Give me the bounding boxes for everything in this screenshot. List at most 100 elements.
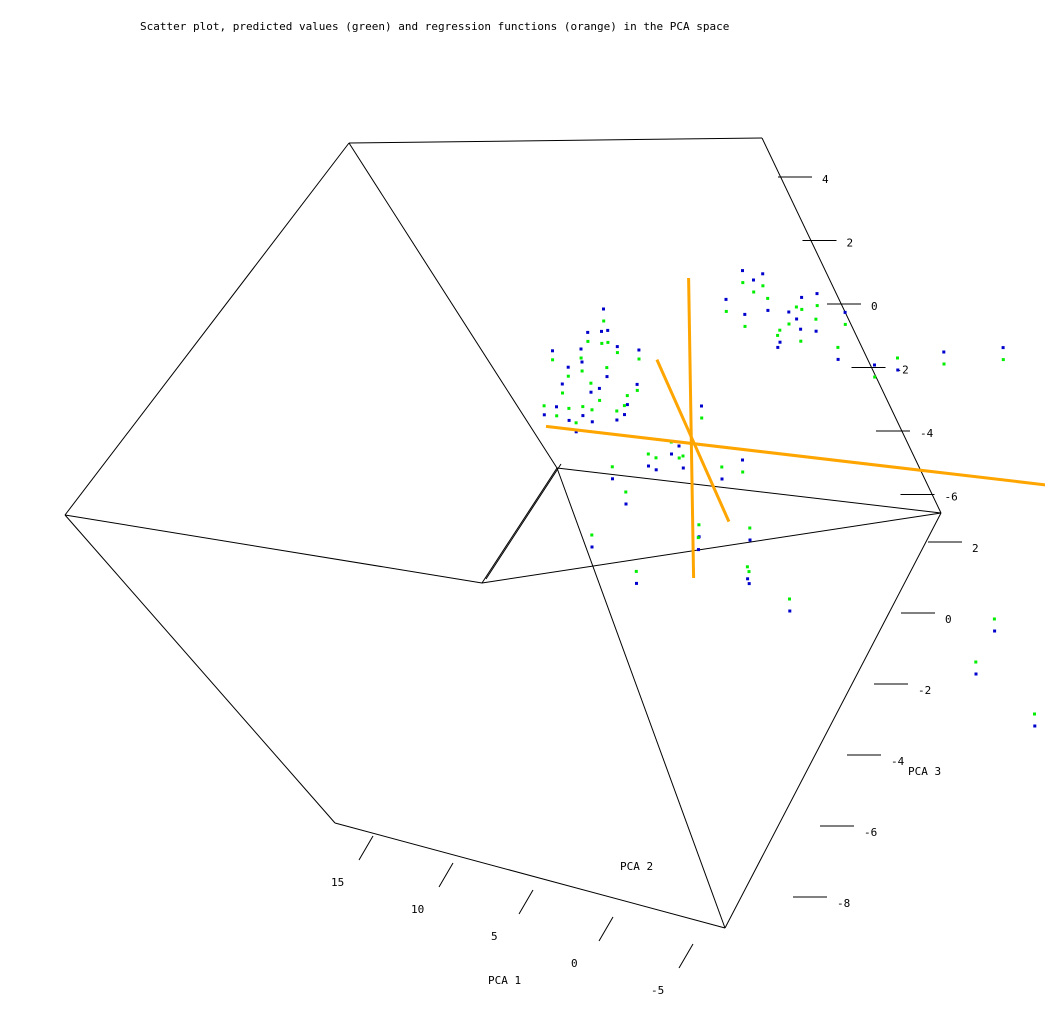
predicted-point: [580, 369, 584, 373]
x-axis-tick: [678, 943, 694, 969]
predicted-point: [697, 523, 701, 527]
box-edge: [334, 822, 726, 929]
observed-point: [579, 347, 583, 351]
predicted-point: [788, 597, 791, 601]
x-axis-tick-label: 15: [331, 876, 344, 889]
box-edge: [481, 512, 942, 584]
observed-point: [615, 418, 619, 422]
z-axis-tick-label: -4: [920, 427, 934, 440]
observed-point: [752, 278, 755, 282]
observed-point: [743, 312, 747, 316]
predicted-point: [606, 340, 610, 344]
observed-point: [670, 452, 673, 456]
predicted-point: [600, 341, 604, 345]
bounding-box: [64, 137, 942, 929]
z-axis-lower-tick-label: -4: [891, 755, 905, 768]
observed-point: [1033, 724, 1037, 728]
observed-point: [800, 295, 804, 299]
observed-point: [654, 468, 658, 472]
x-axis-tick: [598, 916, 614, 942]
predicted-point: [743, 324, 747, 328]
data-points: [542, 269, 1037, 728]
observed-point: [611, 477, 614, 481]
predicted-point: [555, 414, 559, 418]
predicted-point: [590, 408, 594, 412]
predicted-point: [646, 452, 650, 456]
predicted-point: [567, 406, 571, 410]
box-edge: [64, 514, 483, 584]
predicted-point: [566, 374, 570, 378]
observed-point: [681, 466, 685, 470]
predicted-point: [700, 416, 704, 420]
predicted-point: [896, 356, 899, 360]
observed-point: [637, 348, 641, 352]
predicted-point: [635, 388, 639, 392]
predicted-point: [542, 404, 546, 408]
observed-point: [724, 297, 728, 301]
observed-point: [766, 308, 770, 312]
x-axis-tick: [518, 889, 534, 915]
predicted-point: [992, 617, 996, 621]
observed-point: [567, 418, 571, 422]
predicted-point: [799, 339, 803, 343]
predicted-point: [602, 319, 606, 323]
observed-point: [581, 414, 585, 418]
predicted-point: [752, 290, 756, 294]
predicted-point: [745, 565, 749, 569]
observed-point: [590, 545, 594, 549]
observed-point: [542, 413, 546, 417]
z-axis-lower-tick-label: -6: [864, 826, 877, 839]
predicted-point: [843, 322, 847, 326]
box-edge: [481, 467, 558, 584]
observed-point: [635, 581, 638, 585]
observed-point: [597, 386, 601, 390]
observed-point: [776, 345, 780, 349]
box-edge: [485, 463, 562, 580]
observed-point: [1001, 346, 1005, 350]
predicted-point: [741, 470, 745, 474]
observed-point: [778, 340, 782, 344]
z-axis-lower-tick-label: 2: [972, 542, 979, 555]
observed-point: [741, 458, 744, 462]
observed-point: [795, 317, 799, 321]
predicted-point: [598, 398, 602, 402]
x-axis-tick-label: 0: [571, 957, 578, 970]
y-axis-label: PCA 2: [620, 860, 653, 873]
observed-point: [590, 420, 594, 424]
predicted-point: [589, 381, 593, 385]
observed-point: [615, 345, 619, 349]
observed-point: [566, 365, 570, 369]
regression-line: [655, 358, 731, 523]
predicted-point: [766, 296, 770, 300]
predicted-point: [561, 391, 564, 395]
observed-point: [814, 329, 818, 333]
z-axis-tick-label: 4: [822, 173, 829, 186]
observed-point: [815, 292, 819, 296]
observed-point: [635, 382, 639, 386]
predicted-point: [800, 307, 804, 311]
chart-title: Scatter plot, predicted values (green) a…: [140, 20, 730, 33]
x-axis-tick: [438, 862, 454, 888]
predicted-point: [836, 345, 840, 349]
observed-point: [836, 357, 840, 361]
predicted-point: [581, 405, 585, 409]
predicted-point: [637, 357, 641, 361]
predicted-point: [605, 366, 609, 370]
observed-point: [720, 477, 724, 481]
observed-point: [574, 430, 578, 434]
observed-point: [788, 609, 792, 613]
x-axis-label: PCA 1: [488, 974, 521, 987]
observed-point: [896, 368, 900, 372]
x-axis-tick: [358, 835, 374, 861]
predicted-point: [974, 660, 978, 664]
z-axis-lower-tick-label: -8: [837, 897, 850, 910]
observed-point: [625, 403, 629, 407]
box-edge: [556, 467, 942, 514]
observed-point: [555, 405, 558, 409]
z-axis-label: PCA 3: [908, 765, 941, 778]
box-edge: [761, 137, 942, 514]
predicted-point: [551, 358, 555, 362]
observed-point: [589, 390, 593, 394]
predicted-point: [615, 409, 619, 413]
